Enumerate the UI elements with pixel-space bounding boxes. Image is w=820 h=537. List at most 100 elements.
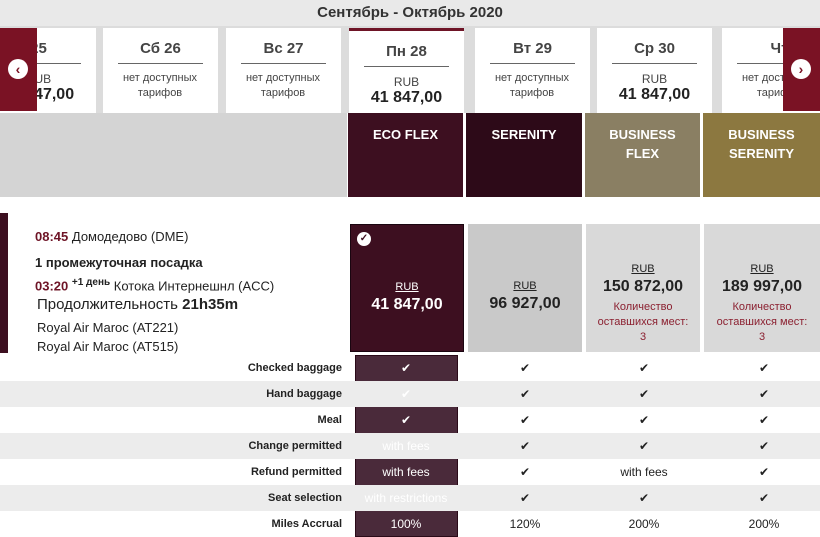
amenity-value: with fees: [382, 465, 430, 479]
fare-price: 41 847,00: [371, 296, 443, 313]
amenity-value: ✔: [519, 413, 531, 427]
fare-name: BUSINESS SERENITY: [728, 127, 795, 161]
amenity-label: Change permitted: [248, 440, 342, 452]
date-rule: [241, 63, 326, 64]
amenity-value: ✔: [758, 361, 770, 375]
prev-arrow[interactable]: ‹: [0, 28, 37, 111]
departure-airport: Домодедово (DME): [71, 229, 189, 244]
fare-price: 150 872,00: [602, 278, 684, 295]
no-fares-note: нет доступных тарифов: [122, 72, 198, 99]
amenity-value: ✔: [638, 439, 650, 453]
flight-info: 08:45 Домодедово (DME) 1 промежуточная п…: [0, 213, 346, 354]
stops: 1 промежуточная посадка: [35, 255, 203, 270]
next-arrow[interactable]: ›: [783, 28, 820, 111]
fare-header: ECO FLEX: [348, 113, 463, 197]
amenity-value: ✔: [758, 413, 770, 427]
fare-cell[interactable]: ✓ RUB 41 847,00: [350, 224, 464, 352]
no-fares-note: нет доступных тарифов: [245, 72, 321, 99]
date-tab[interactable]: Пн 28 RUB 41 847,00: [349, 28, 464, 113]
amenity-value: ✔: [400, 413, 412, 427]
amenity-value: ✔: [400, 387, 412, 401]
arrival-airport: Котока Интернешнл (ACC): [113, 278, 275, 294]
amenity-value: ✔: [758, 387, 770, 401]
amenity-value: ✔: [519, 361, 531, 375]
amenity-value: with fees: [620, 465, 668, 479]
amenity-row: Hand baggage ✔ ✔ ✔ ✔: [0, 381, 820, 407]
header-filler: [0, 113, 347, 197]
date-tab[interactable]: Вс 27 нет доступных тарифов: [226, 28, 341, 113]
amenity-value: ✔: [400, 361, 412, 375]
fare-name: ECO FLEX: [372, 127, 438, 142]
amenity-row: Miles Accrual 100% 120% 200% 200%: [0, 511, 820, 537]
amenity-label: Hand baggage: [266, 388, 342, 400]
fare-header: BUSINESS SERENITY: [703, 113, 820, 197]
currency: RUB: [395, 281, 419, 293]
currency: RUB: [750, 263, 774, 275]
fare-name: BUSINESS FLEX: [609, 127, 676, 161]
flight-segment: Royal Air Maroc (AT515): [37, 339, 179, 354]
amenity-value: ✔: [519, 465, 531, 479]
amenity-row: Change permitted with fees ✔ ✔ ✔: [0, 433, 820, 459]
fare-cell[interactable]: RUB 150 872,00 Количество оставшихся мест:…: [586, 224, 700, 352]
amenity-row: Meal ✔ ✔ ✔ ✔: [0, 407, 820, 433]
selected-check: ✓: [357, 232, 371, 246]
amenity-value: ✔: [638, 387, 650, 401]
amenity-value: ✔: [519, 387, 531, 401]
fare-header: BUSINESS FLEX: [585, 113, 700, 197]
date-rule: [490, 63, 575, 64]
arrival-time: 03:20: [35, 278, 69, 294]
date-tab[interactable]: Сб 26 нет доступных тарифов: [103, 28, 218, 113]
date-label: Сб 26: [140, 40, 181, 57]
currency: RUB: [393, 75, 420, 89]
date-tab[interactable]: Ср 30 RUB 41 847,00: [597, 28, 712, 113]
flight-segment: Royal Air Maroc (AT221): [37, 320, 179, 335]
date-label: Пн 28: [386, 43, 427, 60]
currency: RUB: [631, 263, 655, 275]
currency: RUB: [641, 72, 668, 86]
duration: 21h35m: [182, 296, 239, 313]
amenity-row: Refund permitted with fees ✔ with fees ✔: [0, 459, 820, 485]
date-rule: [118, 63, 203, 64]
fare-cell[interactable]: RUB 189 997,00 Количество оставшихся мест:…: [704, 224, 820, 352]
amenity-value: ✔: [758, 465, 770, 479]
amenity-value: 200%: [748, 517, 780, 531]
amenity-label: Seat selection: [268, 492, 342, 504]
day-offset: +1 день: [71, 277, 111, 288]
amenity-row: Checked baggage ✔ ✔ ✔ ✔: [0, 355, 820, 381]
currency: RUB: [513, 280, 537, 292]
date-rule: [737, 63, 820, 64]
fare-name: SERENITY: [491, 127, 557, 142]
date-price: 41 847,00: [618, 86, 691, 103]
amenity-value: ✔: [638, 413, 650, 427]
date-price: 41 847,00: [370, 89, 443, 106]
amenity-value: ✔: [519, 439, 531, 453]
no-fares-note: нет доступных тарифов: [494, 72, 570, 99]
amenity-label: Refund permitted: [250, 466, 342, 478]
month-title: Сентябрь - Октябрь 2020: [0, 0, 820, 26]
amenity-label: Checked baggage: [247, 362, 342, 374]
amenity-value: ✔: [638, 361, 650, 375]
date-tabs: 25 RUB 41 847,00 Сб 26 нет доступных тарифов…: [0, 26, 820, 113]
amenity-value: ✔: [758, 439, 770, 453]
date-tab[interactable]: Вт 29 нет доступных тарифов: [475, 28, 590, 113]
fare-price: 189 997,00: [721, 278, 803, 295]
date-label: Вс 27: [263, 40, 304, 57]
amenity-value: ✔: [519, 491, 531, 505]
amenity-label: Miles Accrual: [271, 518, 342, 530]
amenity-value: with fees: [382, 439, 430, 453]
amenity-value: 100%: [390, 517, 422, 531]
seats-left: Количество оставшихся мест: 3: [716, 301, 808, 343]
date-rule: [612, 63, 697, 64]
date-label: Ср 30: [634, 40, 675, 57]
duration-label: Продолжительность: [37, 296, 178, 313]
date-label: Вт 29: [513, 40, 552, 57]
departure-time: 08:45: [35, 229, 69, 244]
amenity-value: 120%: [509, 517, 541, 531]
amenity-value: with restrictions: [364, 491, 448, 505]
amenity-label: Meal: [317, 414, 342, 426]
amenity-value: 200%: [628, 517, 660, 531]
amenity-value: ✔: [638, 491, 650, 505]
fare-cell[interactable]: RUB 96 927,00: [468, 224, 582, 352]
fare-price: 96 927,00: [489, 295, 561, 312]
